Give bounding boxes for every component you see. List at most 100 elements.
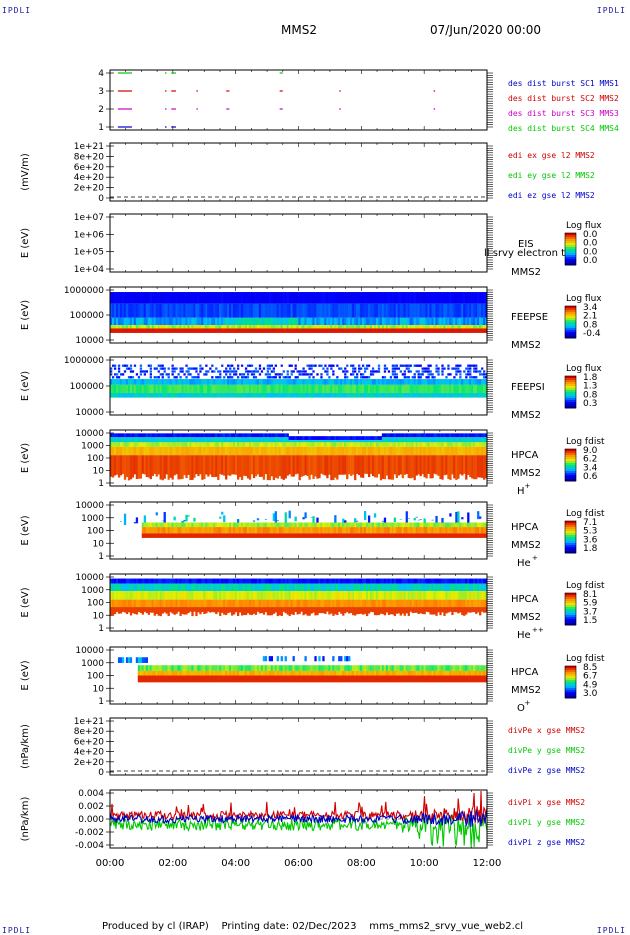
panel-4-heat-cell <box>158 393 160 398</box>
panel-5-heat-cell <box>249 442 251 446</box>
panel-4-heat-cell <box>255 370 257 372</box>
panel-4-heat-cell <box>251 393 253 398</box>
panel-5-heat-cell <box>314 447 316 455</box>
panel-3-heat-cell <box>344 325 346 328</box>
panel-3-heat-cell <box>324 304 326 318</box>
panel-3-heat-cell <box>265 304 267 318</box>
panel-4-heat-cell <box>481 367 483 369</box>
panel-4-heat-cell <box>193 393 195 398</box>
panel-3-heat-cell <box>207 318 209 325</box>
panel-4-heat-cell <box>457 367 459 369</box>
panel-3-heat-cell <box>237 318 239 325</box>
panel-4-heat-cell <box>271 379 273 385</box>
panel-3-heat-cell <box>481 318 483 325</box>
panel-5-heat-cell <box>342 442 344 446</box>
panel-3-heat-cell <box>324 325 326 328</box>
panel-3-heat-cell <box>314 325 316 328</box>
panel-3-heat-cell <box>412 304 414 318</box>
panel-6-heat-cell <box>172 527 174 533</box>
panel-7-heat-cell <box>322 607 324 613</box>
panel-5-heat-cell <box>118 442 120 446</box>
panel-7-heat-cell <box>243 584 245 591</box>
panel-3-heat-cell <box>283 292 285 304</box>
panel-6-heat-cell <box>300 533 302 538</box>
panel-3-heat-cell <box>187 328 189 332</box>
panel-3-heat-cell <box>285 304 287 318</box>
panel-7-heat-cell <box>251 579 253 584</box>
panel-3-heat-cell <box>112 328 114 332</box>
panel-4-heat-cell <box>328 385 330 393</box>
panel-4-heat-cell <box>350 379 352 385</box>
panel-2-frame <box>110 214 487 272</box>
panel-4-heat-cell <box>259 393 261 398</box>
panel-7-heat-cell <box>231 591 233 600</box>
panel-5-heat-cell <box>152 455 154 476</box>
panel-3-heat-cell <box>130 325 132 328</box>
panel-4-heat-cell <box>447 379 449 385</box>
panel-6-heat-cell <box>267 527 269 533</box>
panel-6-heat-cell <box>471 533 473 538</box>
panel-5-heat-cell <box>293 436 295 440</box>
panel-3-heat-cell <box>177 318 179 325</box>
panel-5-heat-cell <box>372 442 374 446</box>
panel-5-heat-cell <box>249 455 251 479</box>
panel-7-heat-cell <box>132 607 134 613</box>
panel-7-heat-cell <box>124 584 126 591</box>
panel-6-heat-cell <box>273 523 275 528</box>
panel-5-heat-cell <box>422 437 424 442</box>
panel-3-heat-cell <box>451 304 453 318</box>
panel-3-heat-cell <box>197 292 199 304</box>
panel-5-heat-cell <box>342 455 344 475</box>
panel-4-heat-cell <box>467 367 469 369</box>
panel-4-heat-cell <box>469 370 471 372</box>
panel-5-heat-cell <box>138 437 140 442</box>
panel-4-heat-cell <box>132 379 134 385</box>
panel-5-heat-cell <box>221 455 223 475</box>
panel-3-heat-cell <box>172 292 174 304</box>
panel-4-heat-cell <box>372 370 374 372</box>
panel-3-heat-cell <box>439 292 441 304</box>
panel-3-heat-cell <box>479 325 481 328</box>
panel-7-heat-cell <box>249 607 251 615</box>
panel-3-heat-cell <box>388 292 390 304</box>
panel-3-heat-cell <box>259 325 261 328</box>
panel-5-heat-cell <box>215 447 217 455</box>
panel-6-heat-cell <box>461 527 463 533</box>
panel-5-heat-cell <box>191 433 193 437</box>
panel-4-heat-cell <box>160 367 162 369</box>
panel-5-heat-cell <box>281 447 283 455</box>
panel-7-heat-cell <box>162 591 164 600</box>
panel-4-heat-cell <box>118 385 120 393</box>
panel-6-heat-cell <box>465 533 467 538</box>
panel-6-heat-cell <box>425 527 427 533</box>
panel-3-heat-cell <box>402 325 404 328</box>
panel-4-heat-cell <box>459 370 461 372</box>
panel-5-heat-cell <box>320 442 322 446</box>
panel-7-heat-cell <box>142 600 144 607</box>
panel-7-heat-cell <box>237 607 239 616</box>
panel-3-heat-cell <box>299 328 301 332</box>
panel-6-heat-cell <box>348 533 350 538</box>
panel-5-heat-cell <box>376 447 378 455</box>
panel-7-heat-cell <box>338 607 340 612</box>
panel-7-heat-cell <box>253 600 255 607</box>
panel-4-heat-cell <box>366 365 368 367</box>
panel-3-heat-cell <box>364 328 366 332</box>
panel-7-heat-cell <box>326 600 328 607</box>
panel-3-heat-cell <box>483 318 485 325</box>
panel-6-heat-cell <box>471 523 473 528</box>
panel-7-heat-cell <box>342 591 344 600</box>
panel-4-heat-cell <box>253 370 255 372</box>
panel-3-heat-cell <box>156 292 158 304</box>
panel-3-heat-cell <box>471 292 473 304</box>
panel-4-heat-cell <box>118 370 120 372</box>
panel-3-heat-cell <box>185 304 187 318</box>
panel-6-heat-cell <box>211 533 213 538</box>
panel-7-heat-cell <box>193 600 195 607</box>
panel-4-heat-cell <box>340 385 342 393</box>
panel-3-heat-cell <box>189 318 191 325</box>
panel-3-heat-cell <box>481 304 483 318</box>
panel-6-heat-cell <box>195 533 197 538</box>
panel-5-heat-cell <box>170 433 172 437</box>
panel-3-heat-cell <box>447 328 449 332</box>
